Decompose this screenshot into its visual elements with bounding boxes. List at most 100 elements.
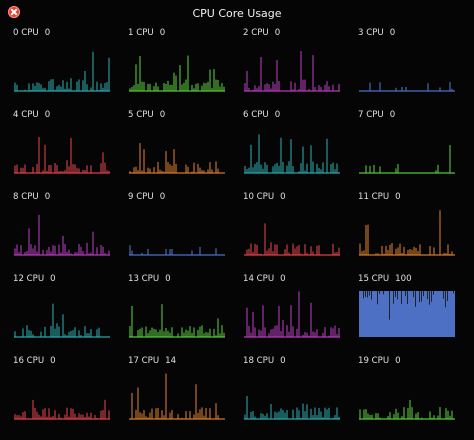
core-panel-3: 3 CPU 0 bbox=[357, 28, 457, 110]
core-usage-graph bbox=[359, 399, 455, 420]
core-usage-graph bbox=[244, 51, 340, 92]
core-usage-value: 0 bbox=[159, 28, 166, 38]
core-usage-graph bbox=[129, 373, 225, 420]
core-usage-value: 0 bbox=[395, 356, 401, 366]
core-usage-graph bbox=[14, 137, 110, 174]
usage-notch bbox=[389, 291, 390, 320]
core-usage-value: 0 bbox=[280, 192, 286, 202]
core-label: 7 CPU 0 bbox=[358, 110, 395, 120]
core-label: 18 CPU 0 bbox=[243, 356, 286, 366]
usage-notch bbox=[393, 291, 394, 304]
window-title: CPU Core Usage bbox=[192, 7, 282, 20]
cpu-word: CPU bbox=[371, 356, 390, 366]
usage-notch bbox=[383, 291, 384, 295]
cpu-word: CPU bbox=[21, 192, 39, 202]
cpu-word: CPU bbox=[371, 274, 390, 284]
core-label: 17 CPU 14 bbox=[128, 356, 176, 366]
core-panel-1: 1 CPU 0 bbox=[127, 28, 227, 110]
cpu-word: CPU bbox=[251, 28, 269, 38]
core-label: 8 CPU 0 bbox=[13, 192, 50, 202]
core-label: 4 CPU 0 bbox=[13, 110, 50, 120]
usage-notch bbox=[371, 291, 372, 300]
title-bar: CPU Core Usage bbox=[0, 0, 474, 28]
cpu-word: CPU bbox=[251, 110, 269, 120]
core-usage-value: 0 bbox=[159, 192, 166, 202]
core-label: 12 CPU 0 bbox=[13, 274, 56, 284]
core-id: 13 bbox=[128, 274, 139, 284]
core-panel-8: 8 CPU 0 bbox=[12, 192, 112, 274]
core-panel-9: 9 CPU 0 bbox=[127, 192, 227, 274]
core-id: 16 bbox=[13, 356, 24, 366]
core-id: 7 bbox=[358, 110, 364, 120]
core-usage-value: 0 bbox=[159, 110, 166, 120]
core-label: 3 CPU 0 bbox=[358, 28, 395, 38]
core-usage-value: 0 bbox=[280, 274, 286, 284]
core-panel-19: 19 CPU 0 bbox=[357, 356, 457, 438]
core-usage-graph bbox=[14, 303, 110, 338]
core-panel-2: 2 CPU 0 bbox=[242, 28, 342, 110]
core-id: 10 bbox=[243, 192, 254, 202]
core-label: 5 CPU 0 bbox=[128, 110, 165, 120]
usage-notch bbox=[413, 291, 414, 298]
cpu-word: CPU bbox=[141, 274, 160, 284]
core-panel-0: 0 CPU 0 bbox=[12, 28, 112, 110]
core-usage-graph bbox=[359, 81, 455, 92]
cpu-word: CPU bbox=[26, 274, 45, 284]
core-label: 9 CPU 0 bbox=[128, 192, 165, 202]
usage-notch bbox=[421, 291, 422, 302]
usage-notch bbox=[365, 291, 366, 297]
core-usage-value: 0 bbox=[44, 28, 51, 38]
core-id: 12 bbox=[13, 274, 24, 284]
core-id: 5 bbox=[128, 110, 134, 120]
core-usage-value: 0 bbox=[389, 28, 396, 38]
core-id: 11 bbox=[358, 192, 369, 202]
core-panel-11: 11 CPU 0 bbox=[357, 192, 457, 274]
core-usage-graph bbox=[14, 51, 110, 92]
core-label: 19 CPU 0 bbox=[358, 356, 401, 366]
core-label: 13 CPU 0 bbox=[128, 274, 171, 284]
cpu-word: CPU bbox=[366, 28, 384, 38]
usage-notch bbox=[379, 291, 380, 294]
core-usage-value: 14 bbox=[165, 356, 177, 366]
core-usage-graph bbox=[244, 291, 340, 338]
usage-notch bbox=[423, 291, 424, 297]
core-id: 4 bbox=[13, 110, 19, 120]
cpu-word: CPU bbox=[136, 110, 154, 120]
usage-notch bbox=[395, 291, 396, 298]
core-id: 6 bbox=[243, 110, 249, 120]
core-id: 9 bbox=[128, 192, 134, 202]
cpu-word: CPU bbox=[256, 274, 275, 284]
core-panel-5: 5 CPU 0 bbox=[127, 110, 227, 192]
core-usage-value: 0 bbox=[44, 110, 51, 120]
core-label: 2 CPU 0 bbox=[243, 28, 280, 38]
core-panel-13: 13 CPU 0 bbox=[127, 274, 227, 356]
core-usage-value: 0 bbox=[274, 28, 281, 38]
cpu-word: CPU bbox=[141, 356, 160, 366]
usage-notch bbox=[405, 291, 406, 297]
core-label: 1 CPU 0 bbox=[128, 28, 165, 38]
usage-notch bbox=[433, 291, 434, 295]
core-panel-14: 14 CPU 0 bbox=[242, 274, 342, 356]
core-id: 17 bbox=[128, 356, 139, 366]
usage-notch bbox=[377, 291, 378, 305]
close-icon[interactable] bbox=[8, 6, 20, 18]
core-usage-graph bbox=[244, 395, 340, 420]
cpu-word: CPU bbox=[256, 192, 275, 202]
usage-notch bbox=[431, 291, 432, 302]
core-label: 0 CPU 0 bbox=[13, 28, 50, 38]
core-id: 2 bbox=[243, 28, 249, 38]
cpu-word: CPU bbox=[256, 356, 275, 366]
core-label: 11 CPU 0 bbox=[358, 192, 401, 202]
core-usage-graph bbox=[129, 304, 225, 338]
core-id: 15 bbox=[358, 274, 369, 284]
core-panel-10: 10 CPU 0 bbox=[242, 192, 342, 274]
core-label: 14 CPU 0 bbox=[243, 274, 286, 284]
core-usage-graph bbox=[359, 210, 455, 256]
core-id: 14 bbox=[243, 274, 254, 284]
core-usage-value: 100 bbox=[395, 274, 412, 284]
usage-notch bbox=[367, 291, 368, 298]
core-id: 8 bbox=[13, 192, 19, 202]
core-usage-graph bbox=[14, 399, 110, 420]
core-usage-value: 0 bbox=[274, 110, 281, 120]
usage-notch bbox=[453, 291, 454, 294]
